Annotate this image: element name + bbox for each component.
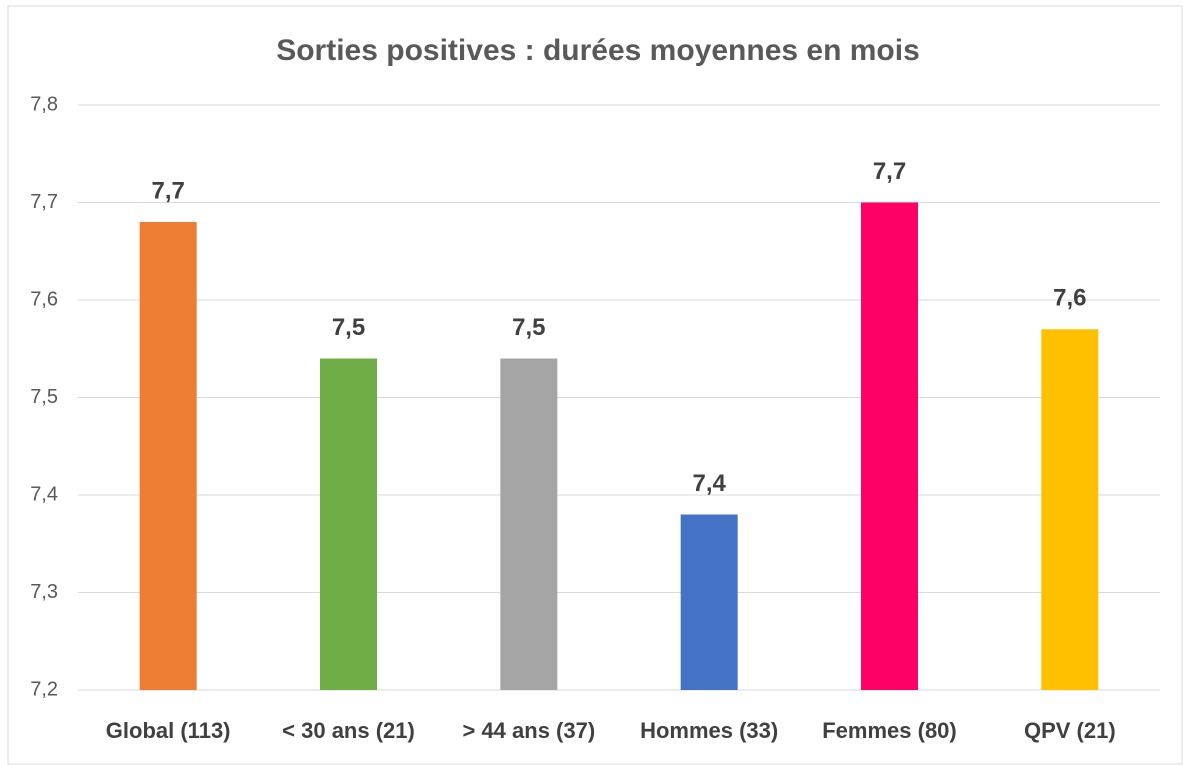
x-tick-label: Hommes (33) bbox=[640, 718, 778, 743]
bar bbox=[500, 358, 558, 690]
x-tick-label: < 30 ans (21) bbox=[282, 718, 415, 743]
data-label: 7,4 bbox=[692, 470, 726, 497]
y-tick-label: 7,8 bbox=[30, 93, 58, 115]
y-tick-label: 7,4 bbox=[30, 483, 58, 505]
y-tick-label: 7,3 bbox=[30, 581, 58, 603]
x-tick-label: QPV (21) bbox=[1024, 718, 1116, 743]
x-tick-label: Femmes (80) bbox=[822, 718, 957, 743]
bar bbox=[1041, 329, 1099, 690]
x-tick-label: > 44 ans (37) bbox=[462, 718, 595, 743]
bar bbox=[680, 514, 738, 690]
data-label: 7,7 bbox=[151, 177, 184, 204]
data-label: 7,6 bbox=[1053, 285, 1086, 312]
chart-title: Sorties positives : durées moyennes en m… bbox=[276, 34, 920, 67]
y-tick-label: 7,7 bbox=[30, 191, 58, 213]
y-tick-label: 7,2 bbox=[30, 678, 58, 700]
y-tick-label: 7,6 bbox=[30, 288, 58, 310]
y-tick-label: 7,5 bbox=[30, 386, 58, 408]
data-label: 7,5 bbox=[512, 314, 545, 341]
data-label: 7,5 bbox=[332, 314, 365, 341]
chart-frame bbox=[7, 5, 1183, 765]
bar bbox=[861, 202, 918, 690]
bar bbox=[320, 358, 377, 690]
data-label: 7,7 bbox=[873, 158, 906, 185]
x-tick-label: Global (113) bbox=[106, 718, 231, 743]
bar bbox=[139, 222, 197, 690]
